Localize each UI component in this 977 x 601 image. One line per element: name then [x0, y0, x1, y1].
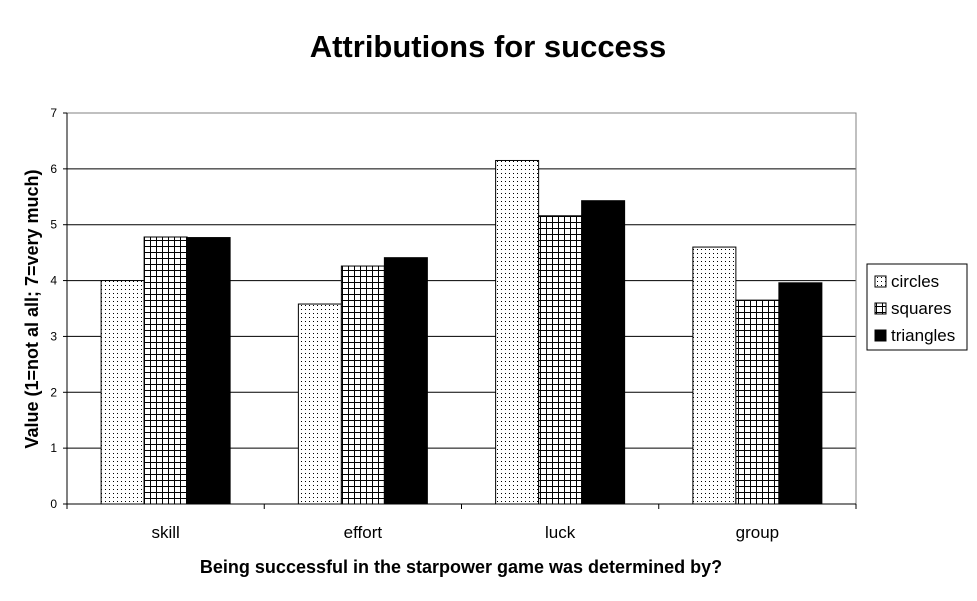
y-tick-label: 0 — [50, 497, 57, 511]
bar-circles-effort — [297, 303, 342, 505]
bar-circles-skill — [100, 280, 145, 505]
x-category-label: group — [736, 523, 779, 542]
bar-triangles-luck — [581, 200, 626, 505]
y-tick-label: 4 — [50, 274, 57, 288]
legend-label-squares: squares — [891, 299, 951, 318]
bar-circles-group — [692, 246, 737, 505]
legend-label-triangles: triangles — [891, 326, 955, 345]
y-axis-label: Value (1=not al all; 7=very much) — [22, 169, 42, 448]
y-tick-label: 7 — [50, 106, 57, 120]
bars — [100, 159, 823, 505]
bar-squares-skill — [143, 236, 188, 505]
bar-triangles-group — [778, 282, 823, 505]
x-category-labels: skill effort luck group — [151, 523, 779, 542]
bar-squares-effort — [340, 265, 385, 505]
y-tick-label: 6 — [50, 162, 57, 176]
y-tick-label: 3 — [50, 329, 57, 343]
bar-triangles-effort — [383, 257, 428, 505]
bar-squares-group — [735, 299, 780, 505]
legend: circles squares triangles — [866, 263, 968, 351]
bar-circles-luck — [495, 159, 540, 505]
axes — [63, 112, 857, 509]
x-category-label: skill — [151, 523, 179, 542]
legend-label-circles: circles — [891, 272, 939, 291]
chart-title: Attributions for success — [310, 29, 667, 64]
y-tick-label: 1 — [50, 441, 57, 455]
legend-swatch-triangles — [874, 329, 887, 342]
y-tick-label: 2 — [50, 385, 57, 399]
x-category-label: luck — [545, 523, 576, 542]
x-category-label: effort — [344, 523, 383, 542]
y-tick-label: 5 — [50, 218, 57, 232]
y-tick-labels: 0 1 2 3 4 5 6 7 — [50, 106, 57, 511]
bar-squares-luck — [538, 215, 583, 505]
legend-swatch-squares — [874, 302, 887, 315]
x-axis-label: Being successful in the starpower game w… — [200, 557, 722, 577]
legend-swatch-circles — [874, 275, 887, 288]
bar-triangles-skill — [186, 237, 231, 505]
